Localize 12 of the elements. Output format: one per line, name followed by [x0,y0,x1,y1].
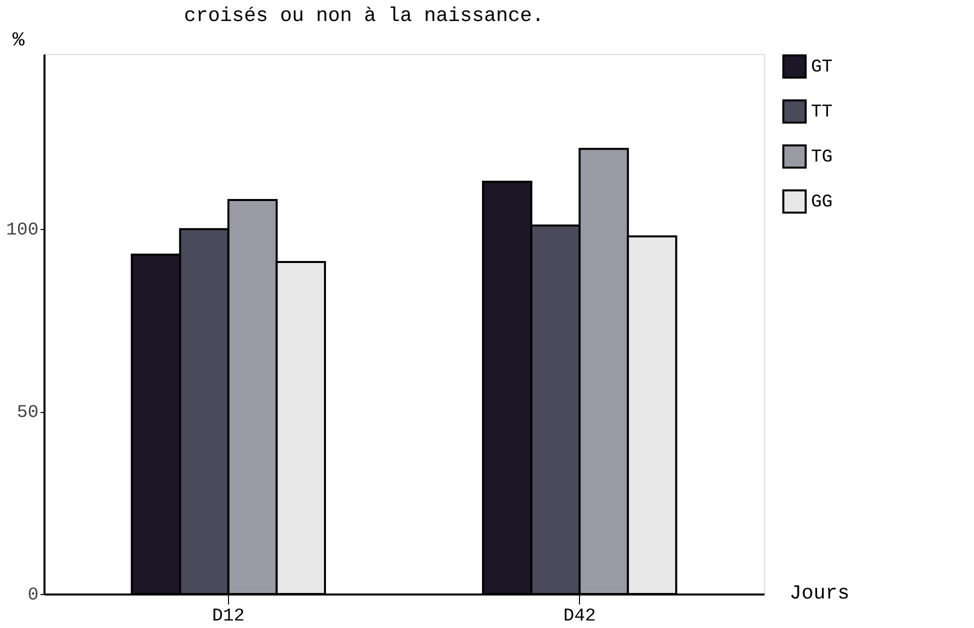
legend-label: TT [811,102,833,122]
legend-label: GG [811,192,833,212]
y-tick-label: 0 [28,586,38,606]
y-tick-label: 100 [6,220,38,241]
y-tick-label: 50 [16,403,38,424]
x-tick-label: D42 [563,606,596,626]
x-tick-label: D12 [212,606,245,626]
legend-label: GT [811,58,833,78]
y-axis-title: % [12,30,26,52]
x-axis-title: Jours [790,582,850,606]
legend-label: TG [811,148,833,168]
chart-title: croisés ou non à la naissance. [184,5,544,28]
